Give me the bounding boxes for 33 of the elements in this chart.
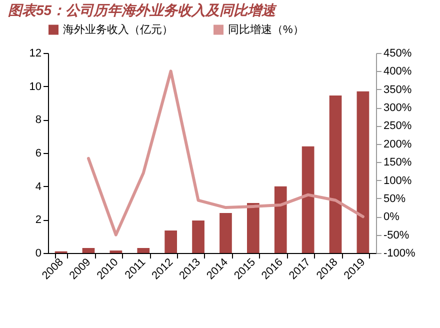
bar xyxy=(82,248,95,253)
y2-tick-label: 400% xyxy=(384,66,412,78)
y-tick-label: 6 xyxy=(35,148,42,160)
y2-tick-label: 150% xyxy=(384,156,412,169)
bar xyxy=(274,186,287,253)
bar xyxy=(164,230,178,253)
y2-tick-label: 350% xyxy=(384,84,412,96)
y-tick-label: 10 xyxy=(29,80,42,93)
y2-tick-label: 450% xyxy=(384,48,412,60)
y2-tick-label: 100% xyxy=(384,174,412,187)
bar xyxy=(246,203,260,253)
y2-tick-label: 300% xyxy=(384,102,412,114)
chart-title: 图表55：公司历年海外业务收入及同比增速 xyxy=(8,2,278,18)
bar xyxy=(137,248,150,253)
y-tick-label: 12 xyxy=(29,48,42,60)
y-tick-label: 2 xyxy=(35,214,42,226)
bar xyxy=(356,91,370,253)
y-tick-label: 4 xyxy=(35,180,42,193)
y2-tick-label: -100% xyxy=(384,248,416,260)
y2-tick-label: 50% xyxy=(384,192,406,205)
y2-tick-label: 250% xyxy=(384,120,412,132)
y2-tick-label: 0% xyxy=(384,211,400,224)
legend-label: 海外业务收入（亿元） xyxy=(63,22,173,36)
bar xyxy=(329,96,342,253)
bar xyxy=(220,213,232,253)
line-series xyxy=(86,70,364,236)
y-tick-label: 8 xyxy=(35,114,42,126)
y-tick-label: 0 xyxy=(35,248,42,260)
bar xyxy=(302,146,314,253)
y2-tick-label: -50% xyxy=(384,229,410,242)
y2-tick-label: 200% xyxy=(384,138,412,150)
bar xyxy=(192,220,204,253)
legend-label: 同比增速（%） xyxy=(228,22,304,36)
